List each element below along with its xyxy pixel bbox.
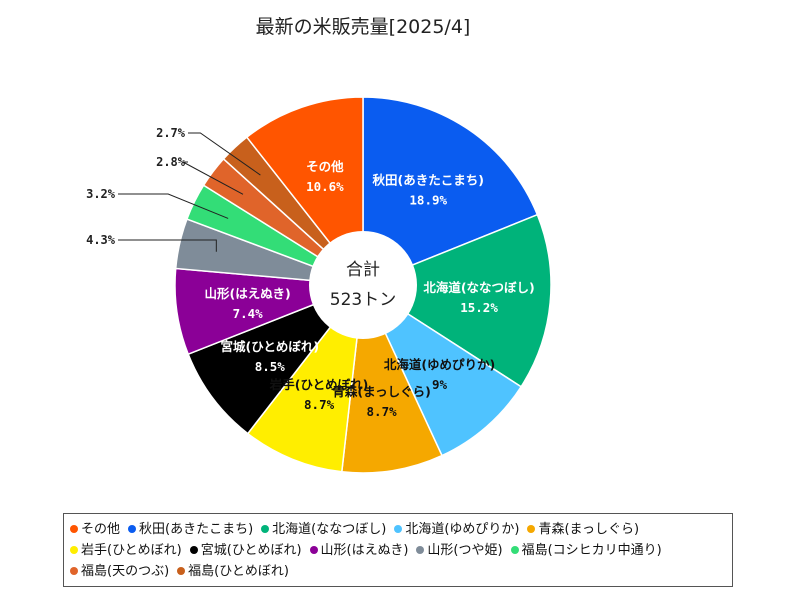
legend-label: 福島(天のつぶ) xyxy=(81,564,170,579)
legend-item: 福島(ひとめぼれ) xyxy=(177,561,289,582)
slice-value-label: 18.9% xyxy=(409,192,447,207)
legend-marker-icon xyxy=(70,566,78,575)
legend-item: 青森(まっしぐら) xyxy=(527,519,639,540)
legend-item: 北海道(ゆめぴりか) xyxy=(394,519,519,540)
slice-value-label: 2.7% xyxy=(156,126,186,140)
slice-value-label: 4.3% xyxy=(86,233,116,247)
legend-label: 宮城(ひとめぼれ) xyxy=(200,543,302,558)
slice-name-label: 秋田(あきたこまち) xyxy=(372,172,483,187)
legend-item: 北海道(ななつぼし) xyxy=(261,519,386,540)
slice-value-label: 3.2% xyxy=(86,187,116,201)
leader-line xyxy=(118,193,229,219)
outside-labels: 4.3% 3.2% 2.8% 2.7% xyxy=(86,126,261,252)
pie-slice xyxy=(361,213,552,388)
legend-marker-icon xyxy=(189,545,198,554)
legend-marker-icon xyxy=(510,545,519,554)
chart-legend: その他 秋田(あきたこまち) 北海道(ななつぼし) 北海道(ゆめぴりか) 青森(まっしぐ… xyxy=(63,513,733,587)
leader-line xyxy=(182,161,244,195)
leader-line xyxy=(118,239,217,252)
legend-marker-icon xyxy=(309,545,318,554)
legend-label: 北海道(ななつぼし) xyxy=(272,522,387,537)
slice-name-label: 北海道(ゆめぴりか) xyxy=(384,357,495,372)
legend-label: 秋田(あきたこまち) xyxy=(139,522,254,537)
slice-name-label: その他 xyxy=(306,159,344,174)
inside-labels: 秋田(あきたこまち) 18.9% 北海道(ななつぼし) 15.2% 北海道(ゆめぴりか)… xyxy=(205,159,535,419)
legend-item: 山形(つや姫) xyxy=(416,540,503,561)
slice-value-label: 10.6% xyxy=(306,179,344,194)
pie-slice xyxy=(361,282,523,457)
center-label-line1: 合計 xyxy=(346,260,380,280)
center-label-line2: 523トン xyxy=(330,290,396,310)
legend-marker-icon xyxy=(70,524,78,533)
donut-hole xyxy=(309,231,417,339)
legend-marker-icon xyxy=(394,524,403,533)
legend-label: 北海道(ゆめぴりか) xyxy=(405,522,520,537)
legend-marker-icon xyxy=(261,524,270,533)
legend-marker-icon xyxy=(128,524,137,533)
legend-label: 福島(ひとめぼれ) xyxy=(188,564,289,579)
slice-name-label: 青森(まっしぐら) xyxy=(332,384,430,399)
slice-value-label: 9% xyxy=(432,377,448,392)
legend-item: 福島(天のつぶ) xyxy=(70,561,169,582)
legend-item: 山形(はえぬき) xyxy=(309,540,409,561)
slice-name-label: 宮城(ひとめぼれ) xyxy=(221,339,320,354)
legend-item: 福島(コシヒカリ中通り) xyxy=(510,540,662,561)
legend-item: 岩手(ひとめぼれ) xyxy=(70,540,182,561)
legend-label: 山形(はえぬき) xyxy=(320,543,409,558)
slice-value-label: 15.2% xyxy=(460,300,498,315)
pie-slice xyxy=(362,96,539,287)
legend-label: 青森(まっしぐら) xyxy=(538,522,640,537)
chart-title: 最新の米販売量[2025/4] xyxy=(256,16,471,38)
slice-value-label: 8.7% xyxy=(304,397,335,412)
legend-label: その他 xyxy=(81,522,121,537)
legend-marker-icon xyxy=(70,545,78,554)
slice-value-label: 8.5% xyxy=(255,359,286,374)
pie-slice xyxy=(245,96,364,288)
legend-label: 岩手(ひとめぼれ) xyxy=(81,543,182,558)
slice-name-label: 山形(はえぬき) xyxy=(205,286,291,301)
pie-slice xyxy=(187,283,366,435)
slice-value-label: 8.7% xyxy=(367,404,398,419)
legend-label: 福島(コシヒカリ中通り) xyxy=(521,543,662,558)
pie-slice xyxy=(246,282,365,473)
slice-name-label: 北海道(ななつぼし) xyxy=(423,280,534,295)
legend-item: その他 xyxy=(70,519,120,540)
slice-value-label: 7.4% xyxy=(233,306,264,321)
legend-marker-icon xyxy=(177,566,186,575)
legend-marker-icon xyxy=(527,524,536,533)
legend-item: 秋田(あきたこまち) xyxy=(128,519,253,540)
slice-name-label: 岩手(ひとめぼれ) xyxy=(269,377,369,392)
legend-item: 宮城(ひとめぼれ) xyxy=(189,540,302,561)
leader-line xyxy=(188,132,261,176)
legend-label: 山形(つや姫) xyxy=(427,543,503,558)
legend-marker-icon xyxy=(416,545,425,554)
slice-value-label: 2.8% xyxy=(156,155,186,169)
